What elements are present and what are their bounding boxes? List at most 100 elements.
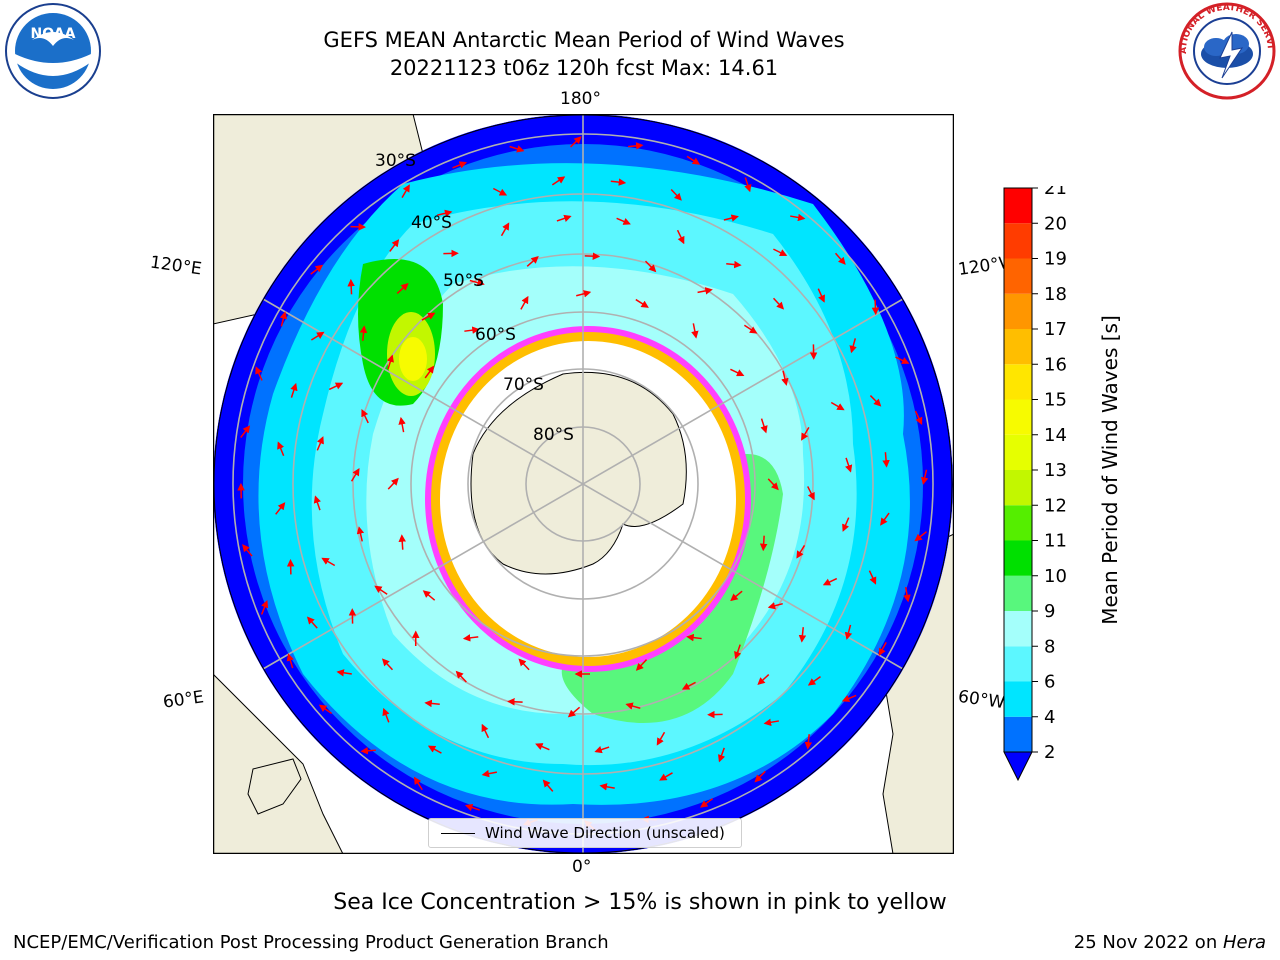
wave-direction-arrow	[781, 370, 789, 386]
wave-direction-arrow	[277, 441, 285, 457]
wave-direction-arrow	[686, 155, 701, 165]
colorbar-segment	[1004, 540, 1032, 576]
colorbar-segment	[1004, 188, 1032, 224]
colorbar-tick-label: 13	[1044, 460, 1067, 481]
wave-direction-arrow	[697, 287, 713, 295]
wave-direction-arrow	[542, 779, 554, 792]
wave-direction-arrow	[730, 590, 743, 602]
colorbar-tick-label: 17	[1044, 319, 1067, 340]
wave-direction-arrow	[520, 295, 529, 310]
wave-direction-arrow	[817, 288, 825, 303]
wave-direction-arrow	[452, 161, 467, 169]
wave-direction-arrow	[374, 585, 388, 595]
colorbar: 2 4 6 8 9 10 11 12 13 14 15 16 17 18 19 20 21	[1003, 186, 1067, 782]
wave-direction-arrow	[744, 177, 752, 193]
polar-map: 30°S 40°S 50°S 60°S 70°S 80°S	[213, 114, 954, 854]
lat-label-60: 60°S	[475, 325, 516, 345]
wave-direction-arrow	[500, 222, 510, 237]
wave-direction-arrow	[681, 681, 696, 690]
wave-direction-arrow	[398, 534, 406, 550]
colorbar-segment	[1004, 434, 1032, 470]
wave-direction-arrow	[437, 209, 453, 218]
wave-direction-arrow	[507, 698, 523, 706]
wave-direction-arrow	[306, 616, 318, 629]
lon-label-120e: 120°E	[148, 252, 203, 280]
wave-direction-arrow	[845, 457, 853, 473]
colorbar-segment	[1004, 575, 1032, 611]
colorbar-segment	[1004, 364, 1032, 400]
colorbar-segment	[1004, 681, 1032, 717]
wave-direction-arrow	[356, 526, 365, 542]
sea-ice-caption: Sea Ice Concentration > 15% is shown in …	[333, 890, 947, 915]
wave-direction-arrow	[318, 704, 333, 715]
wave-direction-arrow	[427, 745, 442, 754]
wave-direction-arrow	[316, 436, 324, 451]
wave-direction-arrow	[743, 324, 758, 334]
wave-direction-arrow	[807, 676, 821, 686]
wave-direction-arrow	[730, 368, 745, 377]
wave-direction-arrow	[767, 602, 783, 610]
colorbar-segment	[1004, 293, 1032, 329]
wave-direction-arrow	[656, 731, 666, 746]
wave-direction-arrow	[382, 707, 390, 723]
wave-direction-arrow	[242, 544, 253, 557]
colorbar-tick-label: 6	[1044, 672, 1055, 693]
wave-direction-arrow	[255, 366, 263, 381]
wave-direction-arrow	[313, 495, 321, 511]
colorbar-tick-label: 8	[1044, 636, 1055, 657]
wave-direction-arrow	[518, 658, 530, 671]
wave-direction-arrow	[757, 673, 770, 686]
wave-direction-arrow	[842, 517, 850, 532]
footer-date: 25 Nov 2022 on Hera	[1074, 932, 1266, 953]
wave-direction-arrow	[286, 653, 294, 669]
wave-direction-arrow	[336, 669, 352, 677]
wave-direction-arrow	[576, 290, 592, 298]
wave-direction-arrow	[260, 600, 269, 615]
wave-direction-arrow	[551, 176, 566, 186]
colorbar-extend	[1003, 751, 1033, 782]
wave-direction-arrow	[773, 248, 788, 257]
wave-direction-arrow	[464, 803, 480, 812]
wave-direction-arrow	[360, 747, 376, 755]
lon-label-60e: 60°E	[161, 687, 206, 713]
wave-direction-arrow	[310, 264, 324, 275]
wave-direction-arrow	[616, 217, 631, 225]
madagascar-land	[247, 758, 302, 815]
colorbar-segment	[1004, 646, 1032, 682]
wave-direction-arrow	[822, 577, 838, 586]
colorbar-tick-label: 20	[1044, 213, 1067, 234]
wave-field-14-15	[399, 337, 427, 381]
wave-direction-arrow	[398, 416, 406, 433]
colorbar-segment	[1004, 329, 1032, 365]
lon-label-180: 180°	[560, 89, 601, 109]
wave-direction-arrow	[594, 746, 610, 754]
wave-direction-arrow	[570, 136, 582, 148]
wave-direction-arrow	[849, 338, 857, 354]
noaa-logo: NOAA	[5, 3, 101, 99]
wave-direction-arrow	[628, 142, 644, 150]
wave-direction-arrow	[895, 356, 910, 364]
wave-direction-arrow	[389, 239, 400, 252]
wave-direction-arrow	[535, 743, 550, 751]
wave-direction-arrow	[759, 535, 768, 552]
colorbar-segment	[1004, 470, 1032, 506]
wave-direction-arrow	[328, 382, 344, 391]
footer-host: Hera	[1222, 932, 1266, 953]
footer-date-text: 25 Nov 2022 on	[1073, 932, 1223, 953]
wave-direction-arrow	[526, 256, 539, 267]
colorbar-tick-label: 21	[1044, 186, 1067, 199]
lat-label-40: 40°S	[411, 213, 452, 233]
legend-label: Wind Wave Direction (unscaled)	[485, 824, 725, 842]
wave-direction-arrow	[878, 642, 887, 656]
wave-direction-arrow	[676, 229, 685, 245]
footer-organization: NCEP/EMC/Verification Post Processing Pr…	[13, 932, 609, 953]
colorbar-segment	[1004, 223, 1032, 259]
wave-direction-arrow	[830, 401, 845, 411]
wave-direction-arrow	[760, 418, 768, 434]
lat-label-80: 80°S	[533, 425, 574, 445]
wave-direction-arrow	[275, 502, 286, 515]
wave-direction-arrow	[734, 644, 742, 660]
wave-direction-arrow	[882, 452, 890, 468]
wave-direction-arrow	[868, 570, 877, 585]
wave-direction-arrow	[871, 299, 880, 316]
